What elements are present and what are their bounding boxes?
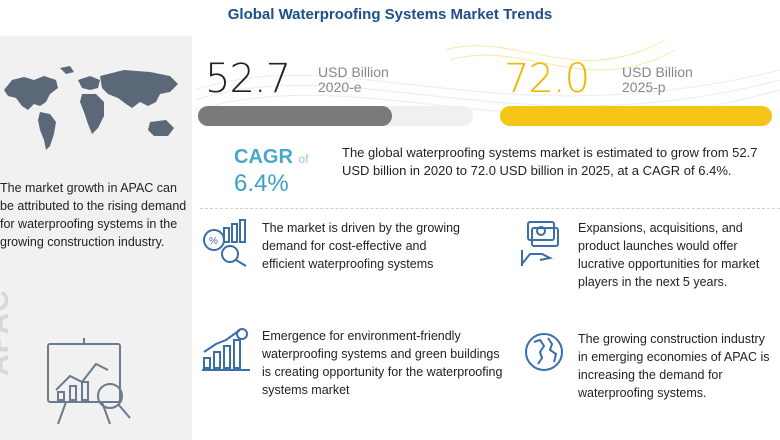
growth-bar-icon [202,328,250,371]
analytics-board-icon [47,338,131,425]
driver-text: Expansions, acquisitions, and product la… [578,221,760,289]
base-value-block: 52.7 [205,56,291,102]
chart-magnifier-icon: % [203,219,247,267]
base-unit-block: USD Billion 2020-e [318,64,389,95]
forecast-value: 72.0 [504,56,590,102]
base-bar [198,106,392,126]
base-period: 2020-e [318,79,362,95]
world-map-icon [4,66,178,150]
svg-text:%: % [209,236,218,247]
cagr-description: The global waterproofing systems market … [342,145,758,178]
forecast-unit-block: USD Billion 2025-p [622,64,693,95]
cagr-label: CAGR of [234,146,308,169]
globe-icon [525,333,563,371]
forecast-unit: USD Billion [622,64,693,80]
base-value: 52.7 [205,56,291,102]
base-unit: USD Billion [318,64,389,80]
cagr-of: of [298,152,309,166]
apac-watermark: APAC [0,289,15,376]
forecast-bar [500,106,772,126]
forecast-value-block: 72.0 [504,56,590,102]
section-divider [200,208,780,209]
cagr-label-text: CAGR [234,146,293,168]
cagr-value: 6.4% [234,170,289,197]
driver-text: The growing construction industry in eme… [578,332,770,400]
page-title: Global Waterproofing Systems Market Tren… [227,6,553,23]
money-hand-icon [521,221,559,266]
driver-text: The market is driven by the growing dema… [262,221,461,271]
driver-text: Emergence for environment-friendly water… [262,329,503,397]
apac-description: The market growth in APAC can be attribu… [0,181,187,249]
forecast-period: 2025-p [622,79,666,95]
